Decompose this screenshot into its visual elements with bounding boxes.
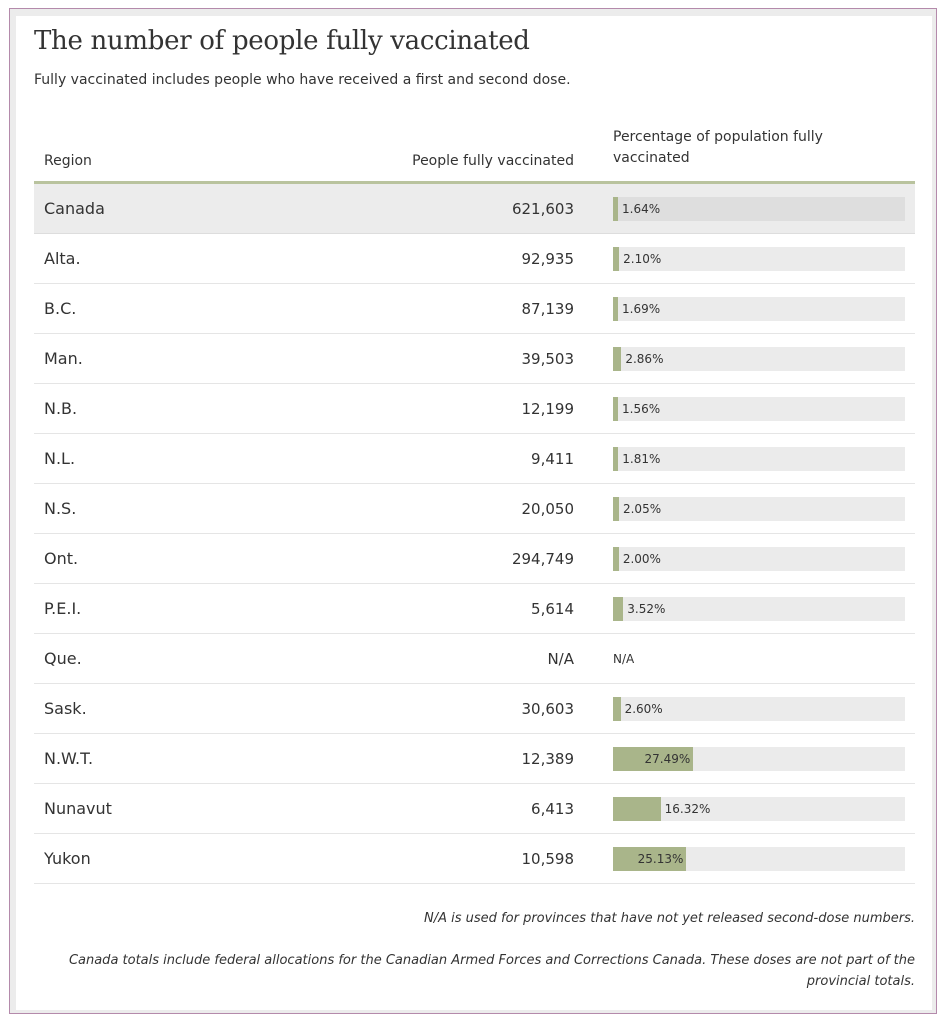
column-header-percentage: Percentage of population fully vaccinate… [613, 129, 823, 166]
percentage-bar [613, 847, 687, 871]
region-label: Sask. [44, 699, 87, 718]
table-row: Sask. 30,603 2.60% [34, 684, 915, 734]
percentage-bar-track: 1.64% [613, 197, 905, 221]
region-label: Nunavut [44, 799, 112, 818]
vaccination-table: Region People fully vaccinated Percentag… [34, 126, 915, 884]
percentage-bar [613, 547, 619, 571]
percentage-bar-track: 2.00% [613, 547, 905, 571]
people-vaccinated-value: 30,603 [521, 700, 575, 718]
table-row: N.S. 20,050 2.05% [34, 484, 915, 534]
percentage-label: 3.52% [627, 602, 666, 616]
people-vaccinated-value: 87,139 [521, 300, 575, 318]
percentage-bar-track: 2.05% [613, 497, 905, 521]
table-body: Canada 621,603 1.64% Alta. 92,935 2.10% B.C. 87… [34, 184, 915, 884]
percentage-bar [613, 247, 620, 271]
chart-subtitle: Fully vaccinated includes people who hav… [34, 72, 571, 88]
percentage-bar-track: 2.60% [613, 697, 905, 721]
percentage-bar-track: 2.86% [613, 347, 905, 371]
canada-footnote: Canada totals include federal allocation… [68, 953, 915, 989]
na-footnote: N/A is used for provinces that have not … [424, 911, 915, 926]
region-label: Yukon [44, 849, 91, 868]
region-label: Que. [44, 649, 82, 668]
people-vaccinated-value: 621,603 [511, 200, 574, 218]
people-vaccinated-value: 12,199 [521, 400, 575, 418]
percentage-bar-track: 25.13% [613, 847, 905, 871]
percentage-label: 1.81% [622, 452, 661, 466]
percentage-bar-track: 1.81% [613, 447, 905, 471]
people-vaccinated-value: 39,503 [521, 350, 575, 368]
percentage-bar [613, 697, 621, 721]
table-header: Region People fully vaccinated Percentag… [34, 126, 915, 184]
people-vaccinated-value: 92,935 [521, 250, 575, 268]
table-row: N.L. 9,411 1.81% [34, 434, 915, 484]
people-vaccinated-value: 294,749 [511, 550, 574, 568]
percentage-label: 25.13% [637, 852, 684, 866]
percentage-label: 2.86% [625, 352, 664, 366]
percentage-bar [613, 347, 622, 371]
percentage-label: 16.32% [664, 802, 711, 816]
percentage-label: 2.00% [622, 552, 661, 566]
region-label: Alta. [44, 249, 81, 268]
percentage-label: 27.49% [644, 752, 691, 766]
percentage-label: 2.10% [623, 252, 662, 266]
people-vaccinated-value: 10,598 [521, 850, 575, 868]
percentage-bar-track: 1.69% [613, 297, 905, 321]
percentage-bar [613, 397, 618, 421]
region-label: Ont. [44, 549, 79, 568]
people-vaccinated-value: 20,050 [521, 500, 575, 518]
percentage-bar-track: 2.10% [613, 247, 905, 271]
percentage-label: N/A [613, 652, 635, 666]
column-header-people: People fully vaccinated [412, 153, 574, 169]
percentage-bar [613, 197, 618, 221]
region-label: N.S. [44, 499, 77, 518]
percentage-label: 1.69% [622, 302, 661, 316]
table-row: N.B. 12,199 1.56% [34, 384, 915, 434]
percentage-bar-track: 16.32% [613, 797, 905, 821]
percentage-bar [613, 797, 661, 821]
people-vaccinated-value: 5,614 [531, 600, 574, 618]
region-label: N.W.T. [44, 749, 94, 768]
people-vaccinated-value: 12,389 [521, 750, 575, 768]
table-row: Que. N/A N/A [34, 634, 915, 684]
region-label: P.E.I. [44, 599, 82, 618]
table-row: Nunavut 6,413 16.32% [34, 784, 915, 834]
region-label: N.B. [44, 399, 78, 418]
column-header-region: Region [44, 153, 92, 169]
percentage-bar [613, 497, 619, 521]
table-row: Man. 39,503 2.86% [34, 334, 915, 384]
percentage-label: 1.56% [622, 402, 661, 416]
percentage-bar-track: 3.52% [613, 597, 905, 621]
table-row: Canada 621,603 1.64% [34, 184, 915, 234]
percentage-label: 1.64% [622, 202, 661, 216]
region-label: Man. [44, 349, 83, 368]
percentage-bar-track: 1.56% [613, 397, 905, 421]
people-vaccinated-value: 9,411 [531, 450, 574, 468]
percentage-bar [613, 747, 694, 771]
region-label: N.L. [44, 449, 76, 468]
table-row: Alta. 92,935 2.10% [34, 234, 915, 284]
percentage-label: 2.60% [624, 702, 663, 716]
people-vaccinated-value: N/A [547, 650, 574, 668]
percentage-bar [613, 297, 618, 321]
table-row: B.C. 87,139 1.69% [34, 284, 915, 334]
percentage-bar [613, 597, 624, 621]
table-row: P.E.I. 5,614 3.52% [34, 584, 915, 634]
table-row: Ont. 294,749 2.00% [34, 534, 915, 584]
percentage-label: 2.05% [622, 502, 662, 516]
people-vaccinated-value: 6,413 [531, 800, 574, 818]
region-label: B.C. [44, 299, 77, 318]
percentage-bar-track: 27.49% [613, 747, 905, 771]
percentage-bar [613, 447, 619, 471]
chart-title: The number of people fully vaccinated [34, 26, 530, 56]
table-row: N.W.T. 12,389 27.49% [34, 734, 915, 784]
region-label: Canada [44, 199, 105, 218]
table-row: Yukon 10,598 25.13% [34, 834, 915, 884]
